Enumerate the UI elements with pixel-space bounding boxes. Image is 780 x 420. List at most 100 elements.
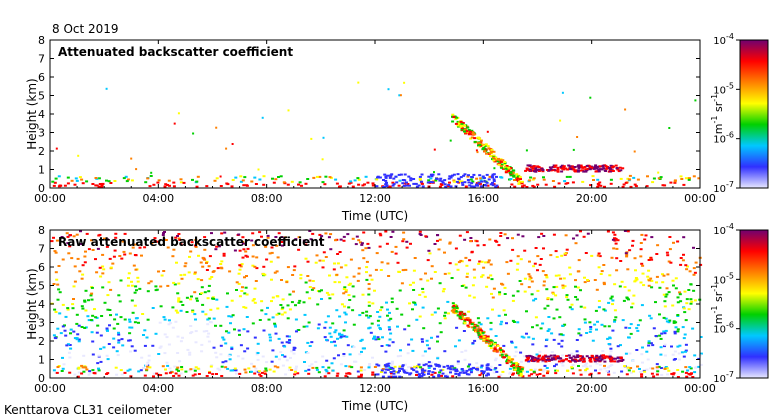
- backscatter-cell: [394, 175, 398, 178]
- backscatter-cell: [398, 179, 402, 182]
- backscatter-cell: [625, 297, 629, 300]
- backscatter-cell: [338, 185, 341, 188]
- backscatter-cell: [231, 314, 235, 317]
- backscatter-cell: [593, 165, 597, 168]
- backscatter-cell: [385, 363, 389, 366]
- backscatter-cell: [500, 353, 504, 356]
- backscatter-cell: [146, 177, 150, 180]
- backscatter-cell: [255, 256, 259, 259]
- backscatter-cell: [520, 283, 524, 286]
- backscatter-cell: [645, 368, 649, 371]
- backscatter-cell: [602, 283, 606, 286]
- backscatter-cell: [354, 243, 358, 246]
- backscatter-cell: [655, 253, 659, 255]
- backscatter-cell: [196, 278, 200, 281]
- backscatter-cell: [455, 116, 459, 119]
- backscatter-cell: [156, 181, 160, 184]
- backscatter-cell: [613, 233, 617, 236]
- backscatter-cell: [574, 296, 578, 298]
- backscatter-cell: [265, 361, 269, 364]
- backscatter-cell: [466, 175, 470, 178]
- backscatter-cell: [680, 178, 684, 180]
- backscatter-cell: [488, 342, 491, 345]
- backscatter-cell: [490, 278, 494, 281]
- backscatter-cell: [227, 354, 231, 357]
- backscatter-cell: [81, 182, 85, 185]
- backscatter-cell: [442, 365, 446, 368]
- backscatter-cell: [658, 286, 662, 289]
- backscatter-cell: [298, 299, 302, 302]
- backscatter-cell: [220, 232, 224, 235]
- backscatter-cell: [256, 342, 260, 345]
- backscatter-cell: [460, 285, 464, 287]
- backscatter-cell: [52, 283, 56, 285]
- backscatter-cell: [304, 369, 308, 372]
- backscatter-cell: [168, 371, 172, 374]
- backscatter-cell: [624, 181, 628, 184]
- backscatter-cell: [260, 300, 264, 303]
- backscatter-cell: [489, 368, 493, 371]
- backscatter-cell: [561, 286, 565, 289]
- backscatter-cell: [207, 284, 211, 287]
- backscatter-cell: [363, 183, 366, 186]
- backscatter-cell: [401, 364, 405, 367]
- backscatter-cell: [383, 371, 387, 374]
- backscatter-cell: [408, 283, 412, 286]
- backscatter-cell: [181, 304, 185, 306]
- backscatter-cell: [477, 334, 481, 336]
- backscatter-cell: [552, 317, 556, 320]
- backscatter-cell: [294, 318, 298, 321]
- backscatter-cell: [417, 373, 421, 376]
- instrument-label: Kenttarova CL31 ceilometer: [4, 403, 172, 417]
- backscatter-cell: [387, 185, 391, 188]
- backscatter-cell: [344, 264, 348, 267]
- backscatter-cell: [230, 185, 234, 188]
- backscatter-cell: [544, 345, 548, 348]
- backscatter-cell: [61, 258, 65, 261]
- backscatter-cell: [463, 173, 467, 176]
- backscatter-cell: [392, 372, 396, 375]
- backscatter-cell: [367, 364, 371, 367]
- backscatter-cell: [403, 182, 407, 185]
- backscatter-cell: [451, 306, 455, 309]
- backscatter-cell: [608, 365, 612, 367]
- backscatter-cell: [584, 252, 588, 254]
- backscatter-cell: [137, 321, 140, 324]
- backscatter-cell: [243, 368, 247, 371]
- backscatter-cell: [381, 375, 385, 378]
- backscatter-cell: [325, 291, 329, 294]
- backscatter-cell: [146, 361, 150, 364]
- backscatter-cell: [537, 170, 541, 172]
- backscatter-cell: [152, 372, 156, 375]
- backscatter-cell: [524, 370, 528, 373]
- backscatter-cell: [172, 375, 176, 377]
- backscatter-cell: [533, 170, 536, 173]
- backscatter-cell: [471, 133, 475, 135]
- backscatter-cell: [682, 307, 686, 310]
- backscatter-cell: [238, 333, 241, 336]
- backscatter-cell: [571, 359, 574, 362]
- backscatter-cell: [152, 375, 155, 378]
- backscatter-cell: [445, 373, 449, 376]
- backscatter-cell: [73, 265, 77, 268]
- backscatter-cell: [469, 237, 473, 239]
- backscatter-cell: [295, 365, 298, 368]
- backscatter-cell: [123, 253, 127, 256]
- backscatter-cell: [377, 364, 381, 367]
- backscatter-cell: [577, 365, 580, 367]
- backscatter-cell: [344, 313, 348, 316]
- backscatter-cell: [308, 279, 312, 282]
- backscatter-cell: [369, 331, 373, 334]
- backscatter-cell: [415, 185, 419, 188]
- backscatter-cell: [292, 290, 295, 293]
- y-tick-label: 6: [38, 261, 45, 274]
- backscatter-cell: [537, 359, 541, 361]
- backscatter-cell: [387, 88, 390, 91]
- backscatter-cell: [189, 368, 193, 371]
- backscatter-cell: [461, 313, 464, 316]
- backscatter-cell: [657, 177, 661, 180]
- backscatter-cell: [165, 336, 169, 339]
- backscatter-cell: [541, 169, 545, 172]
- backscatter-cell: [128, 318, 131, 321]
- backscatter-cell: [219, 185, 223, 187]
